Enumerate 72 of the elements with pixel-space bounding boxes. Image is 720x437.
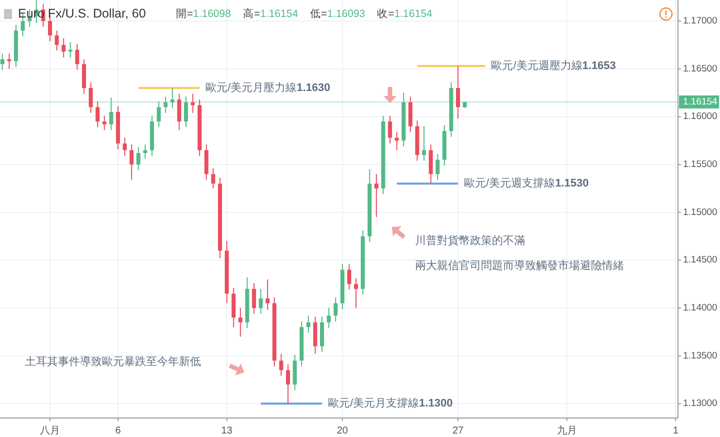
y-tick-label: 1.15000 xyxy=(683,206,718,218)
candlestick xyxy=(143,144,148,160)
x-tick-label: 九月 xyxy=(556,424,577,437)
y-tick-label: 1.15500 xyxy=(683,159,718,170)
candlestick xyxy=(54,30,59,52)
x-tick-label: 八月 xyxy=(40,426,60,437)
candlestick xyxy=(75,44,80,70)
candlestick xyxy=(313,316,318,354)
candlestick xyxy=(211,168,216,189)
candlestick xyxy=(130,144,134,180)
candlestick xyxy=(82,58,86,94)
candlestick xyxy=(170,88,174,109)
candlestick xyxy=(0,53,4,70)
annotation: 兩大親信官司問題而導致觸發市場避險情緒 xyxy=(415,258,624,272)
candlestick xyxy=(177,93,182,131)
annotation: 土耳其事件導致歐元暴跌至今年新低 xyxy=(25,354,201,368)
series-label: 歐元/美元週壓力線1.1653 xyxy=(491,58,616,72)
candlestick xyxy=(68,42,72,58)
candlestick xyxy=(320,316,324,352)
candlestick xyxy=(326,308,331,329)
y-tick-label: 1.16500 xyxy=(683,63,718,74)
x-tick-label: 6 xyxy=(115,426,122,437)
candlestick xyxy=(109,97,114,131)
candlestick xyxy=(122,137,127,156)
ref-line-label: 1.16154 xyxy=(683,96,718,108)
candlestick xyxy=(394,132,399,151)
candlestick xyxy=(422,126,426,162)
series-label: 歐元/美元月支撐線1.1300 xyxy=(328,396,453,410)
annotation: 川普對貨幣政策的不滿 xyxy=(415,234,525,247)
y-tick-label: 1.13000 xyxy=(683,398,718,410)
candlestick xyxy=(232,287,236,328)
candlestick xyxy=(156,100,161,128)
candlestick xyxy=(286,364,290,404)
candlestick xyxy=(102,115,106,131)
candlestick xyxy=(374,174,378,218)
annotation: 低=1.16093 xyxy=(310,8,366,20)
y-tick-label: 1.14000 xyxy=(683,302,718,314)
candlestick xyxy=(388,115,392,144)
annotation: 收=1.16154 xyxy=(377,8,432,20)
candlestick xyxy=(96,100,100,128)
candlestick xyxy=(204,144,208,180)
x-tick-label: 1 xyxy=(672,426,679,437)
candlestick xyxy=(238,308,242,338)
candlestick xyxy=(292,354,297,391)
candlestick xyxy=(354,278,358,308)
y-tick-label: 1.17000 xyxy=(683,16,718,27)
series-label: 歐元/美元月壓力線1.1630 xyxy=(206,80,330,94)
x-tick-label: 20 xyxy=(336,426,348,437)
candlestick xyxy=(408,96,412,132)
candlestick xyxy=(428,144,433,184)
candlestick xyxy=(306,315,310,334)
candlestick xyxy=(164,96,168,114)
candlestick xyxy=(88,82,93,114)
candlestick xyxy=(456,66,460,120)
annotation: 高=1.16154 xyxy=(242,6,298,20)
series-label: 歐元/美元週支撐線1.1530 xyxy=(464,176,589,190)
candlestick xyxy=(184,96,188,128)
y-tick-label: 1.16000 xyxy=(683,111,718,122)
y-tick-label: 1.13500 xyxy=(683,350,718,362)
candlestick xyxy=(436,154,440,180)
candlestick xyxy=(62,38,66,58)
candlestick xyxy=(334,296,338,322)
x-tick-label: 13 xyxy=(221,426,233,437)
candlestick xyxy=(252,282,256,314)
candlestick xyxy=(136,146,140,171)
y-tick-label: 1.14500 xyxy=(683,254,718,266)
candlestick xyxy=(279,353,284,376)
candlestick xyxy=(266,278,270,310)
annotation: 開=1.16098 xyxy=(176,8,232,20)
x-tick-label: 27 xyxy=(452,426,464,437)
candlestick xyxy=(347,264,352,290)
candlestick xyxy=(258,288,263,314)
